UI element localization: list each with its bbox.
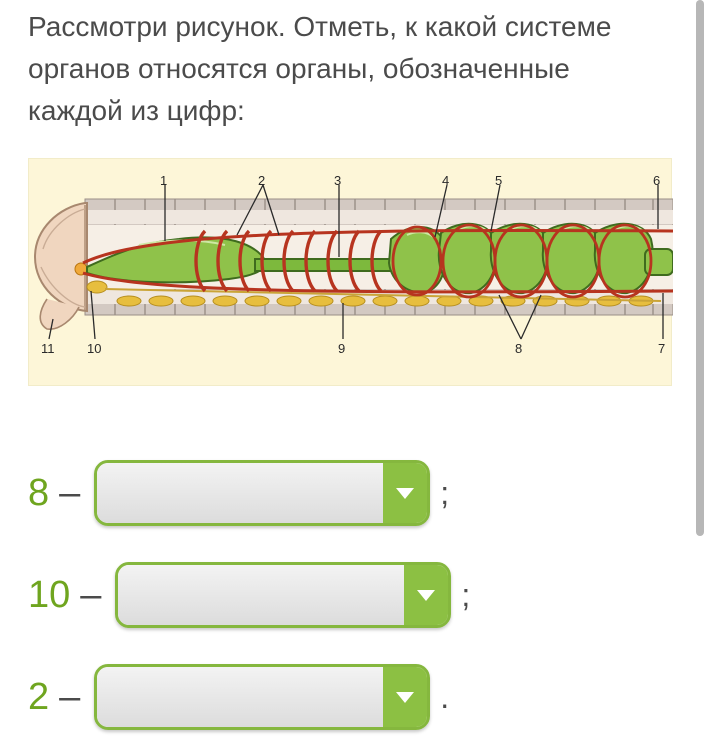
chevron-down-icon bbox=[417, 590, 435, 601]
answers-block: 8 – ; 10 – ; 2 – bbox=[28, 460, 672, 730]
worm-diagram: 1 2 3 4 5 6 11 10 9 8 7 bbox=[28, 158, 672, 386]
dropdown-toggle[interactable] bbox=[383, 667, 427, 727]
diagram-label-2: 2 bbox=[258, 173, 265, 188]
organ-system-dropdown-8[interactable] bbox=[94, 460, 430, 526]
punct: ; bbox=[461, 577, 470, 614]
punct: ; bbox=[440, 475, 449, 512]
dropdown-toggle[interactable] bbox=[383, 463, 427, 523]
diagram-label-9: 9 bbox=[338, 341, 345, 356]
diagram-label-11: 11 bbox=[41, 341, 55, 356]
diagram-label-3: 3 bbox=[334, 173, 341, 188]
diagram-label-1: 1 bbox=[160, 173, 167, 188]
dash: – bbox=[59, 472, 80, 515]
scrollbar[interactable] bbox=[696, 0, 704, 751]
answer-row-10: 10 – ; bbox=[28, 562, 672, 628]
dash: – bbox=[59, 676, 80, 719]
dropdown-toggle[interactable] bbox=[404, 565, 448, 625]
dash: – bbox=[80, 574, 101, 617]
punct: . bbox=[440, 679, 449, 716]
diagram-label-7: 7 bbox=[658, 341, 665, 356]
diagram-label-8: 8 bbox=[515, 341, 522, 356]
answer-row-2: 2 – . bbox=[28, 664, 672, 730]
diagram-label-6: 6 bbox=[653, 173, 660, 188]
chevron-down-icon bbox=[396, 692, 414, 703]
dropdown-value[interactable] bbox=[118, 565, 404, 625]
scrollbar-thumb[interactable] bbox=[696, 0, 704, 536]
diagram-label-10: 10 bbox=[87, 341, 101, 356]
answer-number: 8 bbox=[28, 472, 49, 515]
chevron-down-icon bbox=[396, 488, 414, 499]
answer-number: 10 bbox=[28, 574, 70, 617]
diagram-label-5: 5 bbox=[495, 173, 502, 188]
dropdown-value[interactable] bbox=[97, 463, 383, 523]
organ-system-dropdown-10[interactable] bbox=[115, 562, 451, 628]
task-prompt: Рассмотри рисунок. Отметь, к какой систе… bbox=[28, 6, 672, 132]
organ-system-dropdown-2[interactable] bbox=[94, 664, 430, 730]
diagram-label-4: 4 bbox=[442, 173, 449, 188]
dropdown-value[interactable] bbox=[97, 667, 383, 727]
answer-row-8: 8 – ; bbox=[28, 460, 672, 526]
answer-number: 2 bbox=[28, 676, 49, 719]
